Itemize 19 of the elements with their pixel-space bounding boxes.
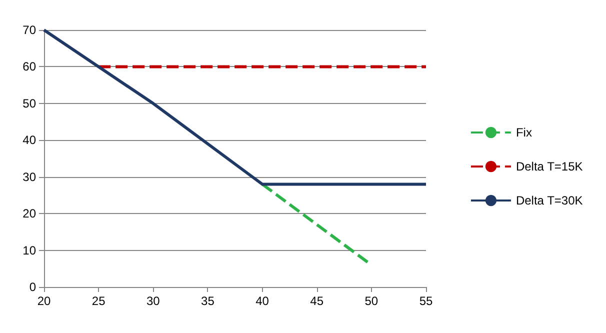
x-tick-label: 35 (201, 294, 215, 308)
y-tick-label: 30 (22, 170, 36, 184)
y-tick-label: 40 (22, 133, 36, 148)
y-tick-label: 70 (22, 23, 36, 37)
x-tick-label: 55 (419, 294, 433, 308)
legend-label: Delta T=30K (516, 194, 583, 208)
y-tick-label: 0 (29, 280, 36, 294)
y-tick-label: 60 (22, 60, 36, 74)
legend-label: Fix (516, 126, 532, 140)
x-tick-label: 20 (37, 294, 51, 308)
y-tick-label: 20 (22, 206, 36, 221)
x-tick-label: 45 (310, 294, 324, 308)
x-tick-label: 40 (256, 294, 270, 308)
y-tick-label: 10 (22, 243, 36, 258)
y-tick-label: 50 (22, 96, 36, 110)
legend-label: Delta T=15K (516, 160, 583, 174)
x-tick-label: 30 (146, 294, 160, 308)
x-tick-label: 50 (364, 294, 378, 308)
x-tick-label: 25 (92, 294, 106, 308)
